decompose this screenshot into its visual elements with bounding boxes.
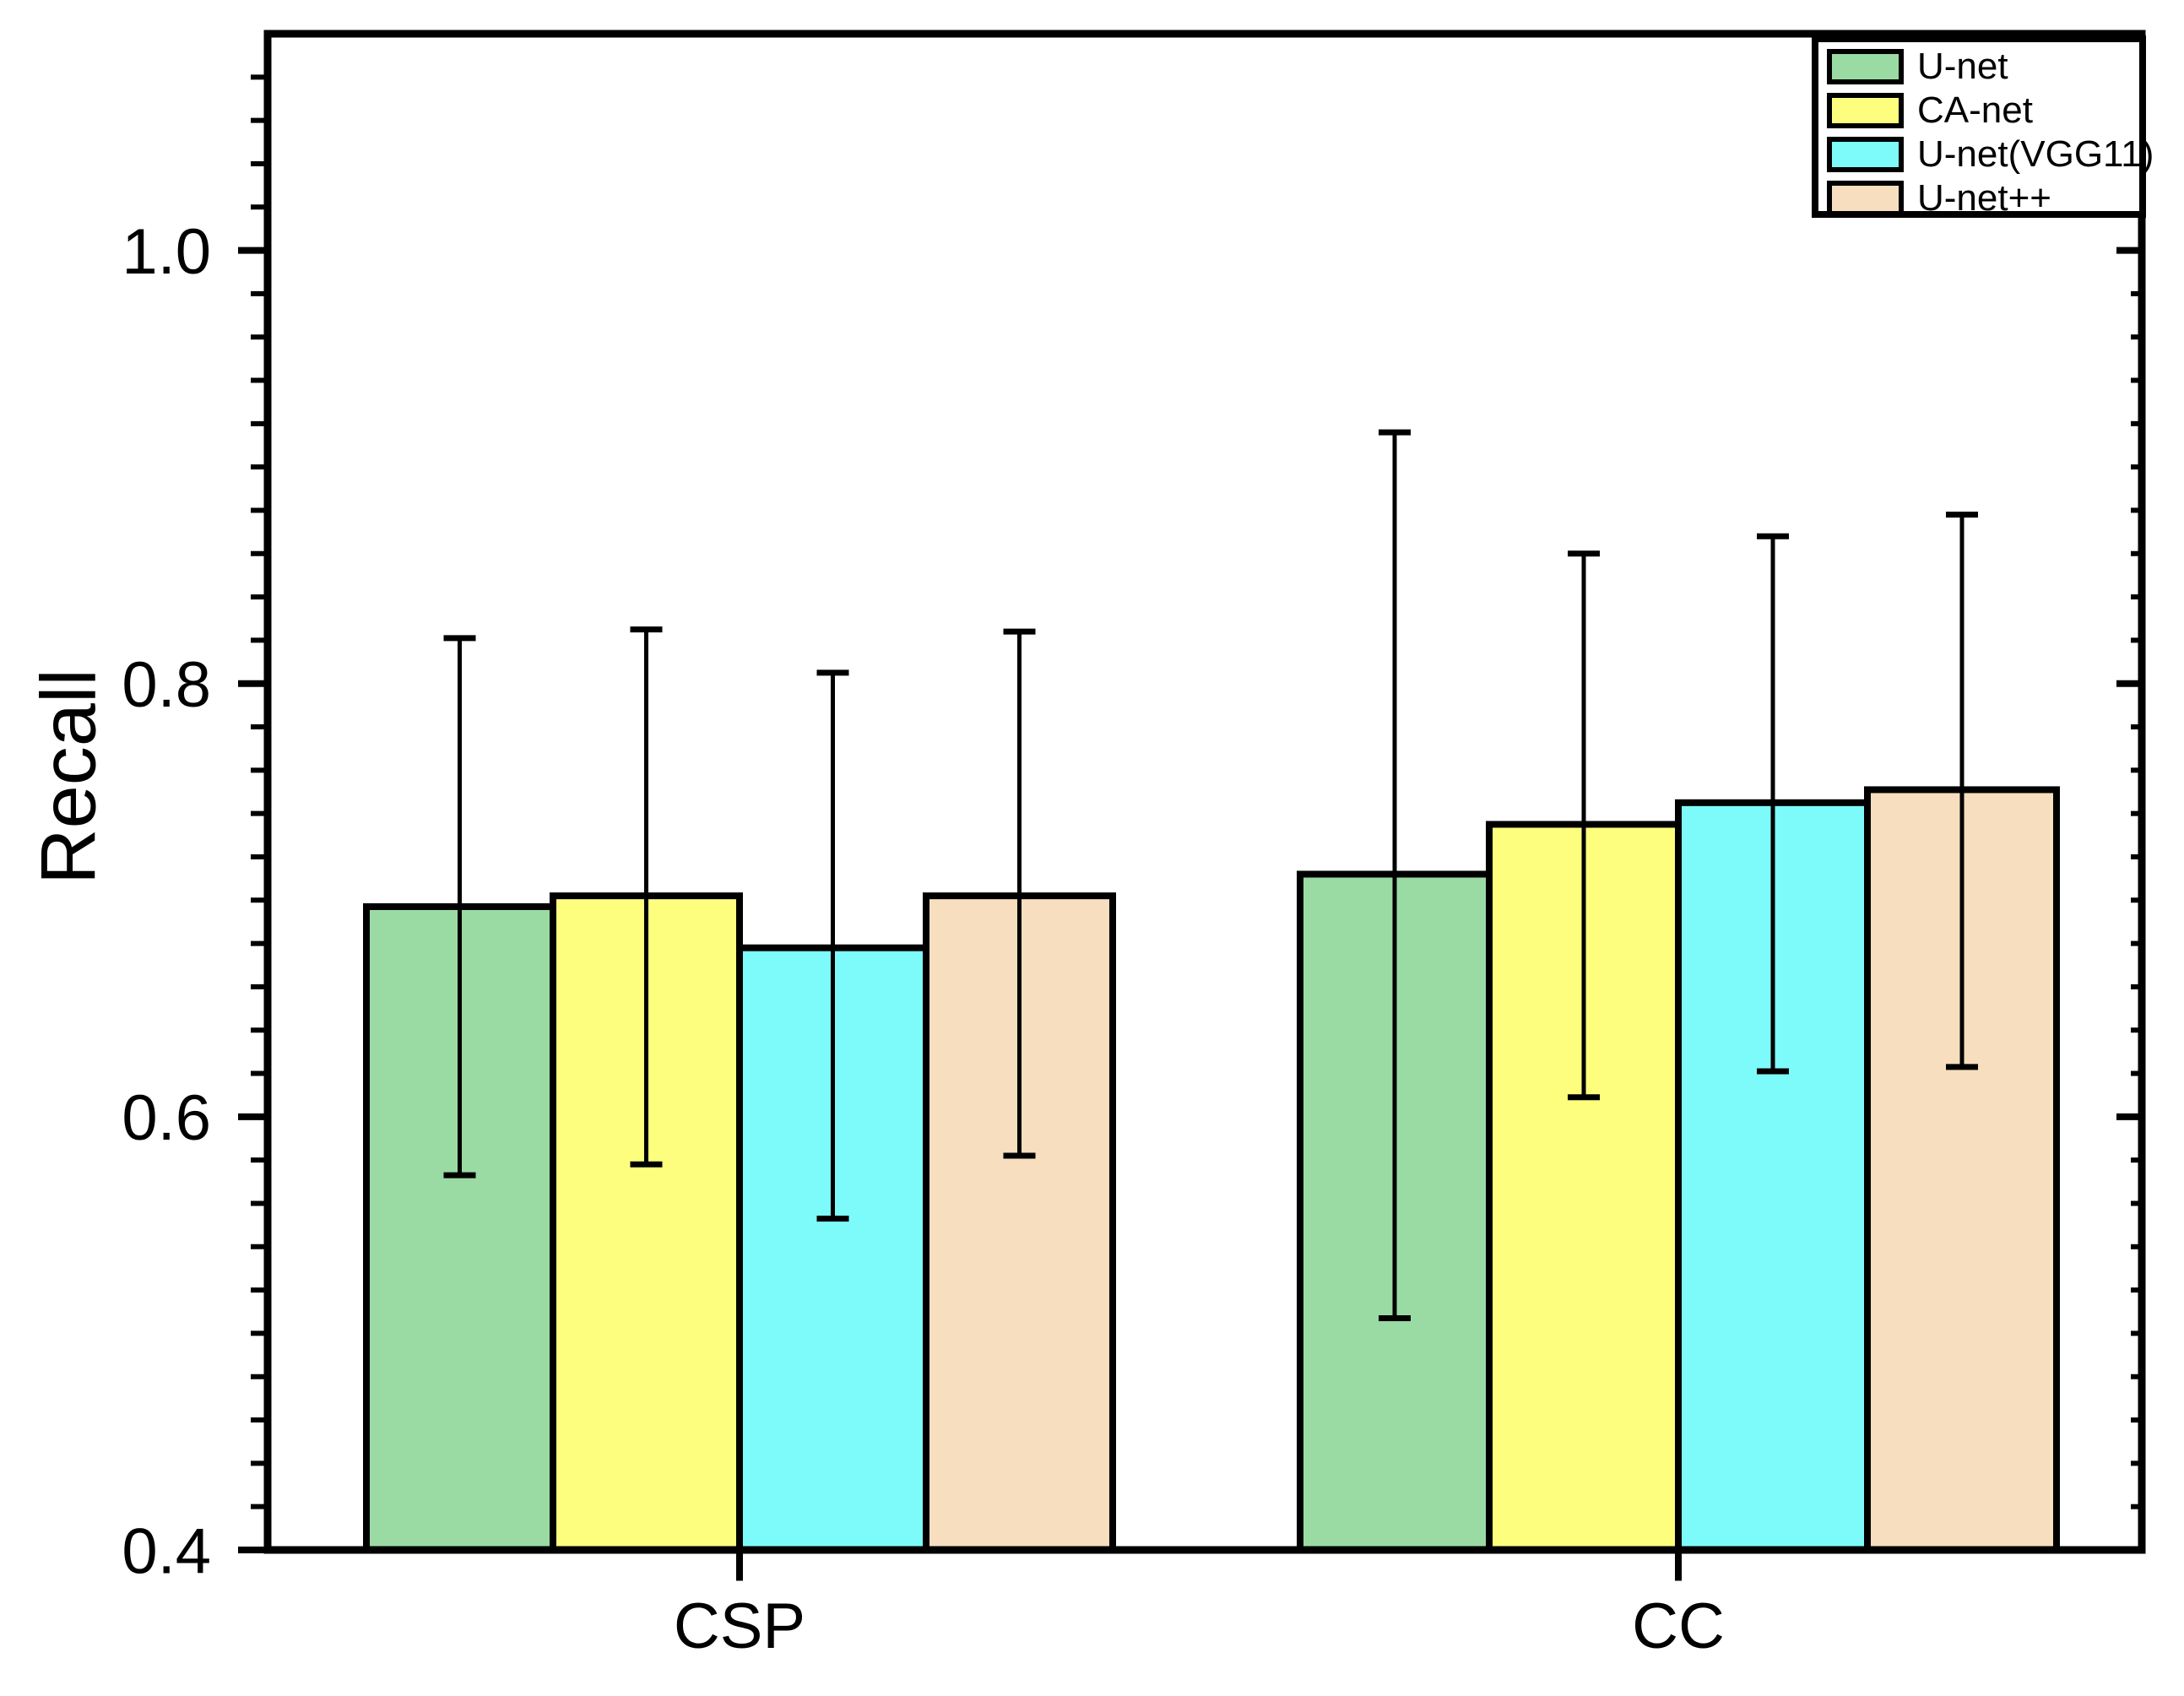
legend-item-U-net++: U-net++: [1827, 176, 2139, 220]
plot-frame: [263, 30, 2146, 1554]
y-tick-label: 0.4: [122, 1515, 211, 1587]
legend-label: U-net: [1917, 46, 2008, 87]
x-tick-label-CC: CC: [1632, 1590, 1725, 1662]
y-tick-label: 1.0: [122, 216, 211, 288]
legend-label: U-net++: [1917, 177, 2051, 219]
legend-label: U-net(VGG11): [1917, 133, 2154, 175]
y-tick-label: 0.6: [122, 1082, 211, 1154]
legend-item-U-net: U-net: [1827, 45, 2139, 89]
legend-swatch-CA-net: [1827, 93, 1904, 128]
legend-item-CA-net: CA-net: [1827, 89, 2139, 133]
legend-label: CA-net: [1917, 89, 2033, 131]
legend-swatch-U-net: [1827, 49, 1904, 84]
legend-swatch-U-net(VGG11): [1827, 137, 1904, 172]
y-tick-label: 0.8: [122, 649, 211, 721]
bar-U-net++-CSP: [923, 892, 1116, 1553]
legend-swatch-U-net++: [1827, 181, 1904, 216]
x-tick-label-CSP: CSP: [674, 1590, 805, 1662]
y-axis-title: Recall: [25, 669, 112, 885]
legend-item-U-net(VGG11): U-net(VGG11): [1827, 133, 2154, 176]
legend-box: U-net CA-net U-net(VGG11) U-net++: [1812, 35, 2154, 220]
